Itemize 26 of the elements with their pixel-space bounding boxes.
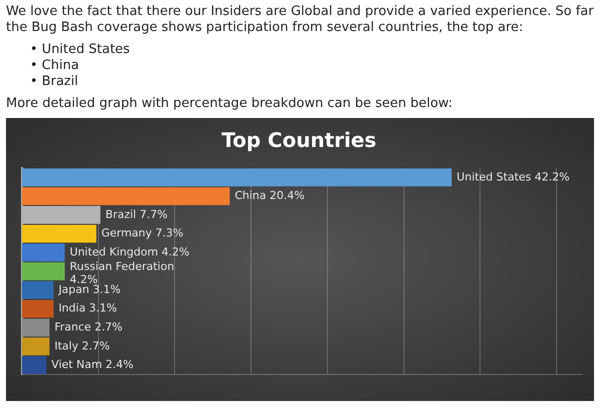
data-label: China 20.4% — [234, 189, 305, 202]
data-label: United Kingdom 4.2% — [70, 245, 190, 258]
bar — [22, 356, 46, 374]
data-label: Germany 7.3% — [101, 226, 184, 240]
text: • United States — [30, 42, 131, 58]
chart-title: Top Countries — [222, 128, 376, 152]
text: • China — [30, 58, 80, 74]
bar — [22, 244, 65, 262]
data-label: France 2.7% — [54, 320, 123, 334]
data-label: United States 42.2% — [456, 170, 570, 184]
text: • Brazil — [30, 74, 80, 90]
bar — [22, 300, 54, 318]
data-label: Viet Nam 2.4% — [51, 358, 134, 372]
data-label: Japan 3.1% — [58, 282, 121, 296]
bar — [22, 224, 96, 243]
bar — [22, 318, 50, 337]
data-label: Brazil 7.7% — [105, 208, 168, 221]
text: More detailed graph with percentage breakdown can be seen below: — [6, 96, 454, 112]
bar — [22, 281, 54, 300]
data-label: Italy 2.7% — [54, 339, 110, 352]
text: We love the fact that there our Insiders are Global and provide a varied experience. So far the Bug Bash coverage shows participation from several countries, the top are: — [6, 4, 594, 36]
bar — [22, 338, 50, 356]
bar — [22, 262, 65, 280]
data-label: India 3.1% — [58, 302, 117, 315]
bar — [22, 168, 452, 186]
bar — [22, 187, 230, 206]
